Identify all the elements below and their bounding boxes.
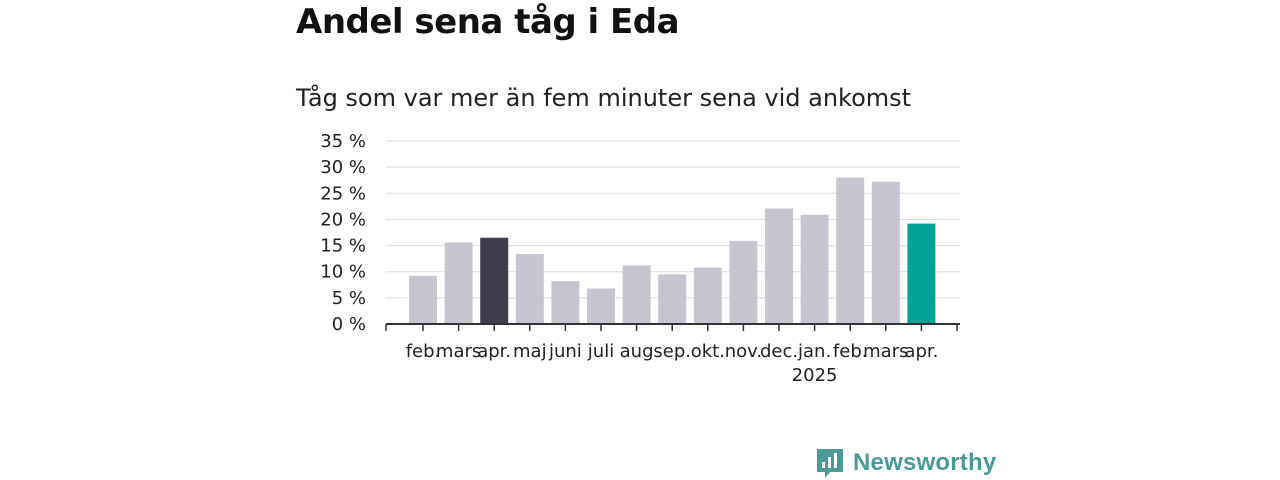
x-axis-ticks <box>385 324 958 331</box>
x-tick-label: mars <box>863 341 908 362</box>
y-tick-label: 25 % <box>320 183 366 204</box>
bar <box>622 265 651 324</box>
x-tick-label: apr. <box>477 341 511 362</box>
y-axis-labels: 0 % 5 % 10 % 15 % 20 % 25 % 30 % 35 % <box>320 131 366 335</box>
x-tick-label: aug <box>620 341 654 362</box>
y-tick-label: 35 % <box>320 131 366 152</box>
bar <box>693 267 722 324</box>
y-tick-label: 10 % <box>320 262 366 283</box>
x-tick-label: sep. <box>653 341 691 362</box>
x-tick-label: jan. <box>797 341 831 362</box>
bar <box>765 208 793 324</box>
newsworthy-brand: Newsworthy <box>815 447 996 479</box>
bar <box>480 237 509 324</box>
bar <box>515 253 544 324</box>
x-tick-label: feb. <box>406 341 441 362</box>
bar <box>444 242 473 324</box>
bar <box>729 240 758 324</box>
chart-title: Andel sena tåg i Eda <box>296 2 680 42</box>
x-tick-label: mars <box>436 341 481 362</box>
bar <box>587 288 615 324</box>
x-tick-label: maj <box>513 341 547 362</box>
x-tick-label: dec. <box>760 341 798 362</box>
x-tick-label: juli <box>587 341 614 362</box>
bar <box>871 181 900 324</box>
bar <box>907 223 936 324</box>
bar <box>658 274 687 324</box>
bar <box>409 275 437 324</box>
bar-chart-logo-icon <box>817 449 843 478</box>
y-tick-label: 20 % <box>320 209 366 230</box>
bar <box>836 177 865 324</box>
x-tick-label: apr. <box>904 341 938 362</box>
x-tick-label: feb. <box>833 341 868 362</box>
chart-subtitle: Tåg som var mer än fem minuter sena vid … <box>296 84 912 112</box>
y-tick-label: 5 % <box>332 288 366 309</box>
y-tick-label: 15 % <box>320 236 366 257</box>
x-tick-label: juni <box>548 341 582 362</box>
y-tick-label: 30 % <box>320 157 366 178</box>
x-tick-label: nov. <box>725 341 762 362</box>
x-year-label: 2025 <box>792 365 838 386</box>
x-tick-label: okt. <box>691 341 725 362</box>
bar <box>551 281 580 324</box>
bar <box>800 214 829 324</box>
bars <box>409 177 936 324</box>
brand-name: Newsworthy <box>853 449 997 476</box>
y-tick-label: 0 % <box>332 314 366 335</box>
